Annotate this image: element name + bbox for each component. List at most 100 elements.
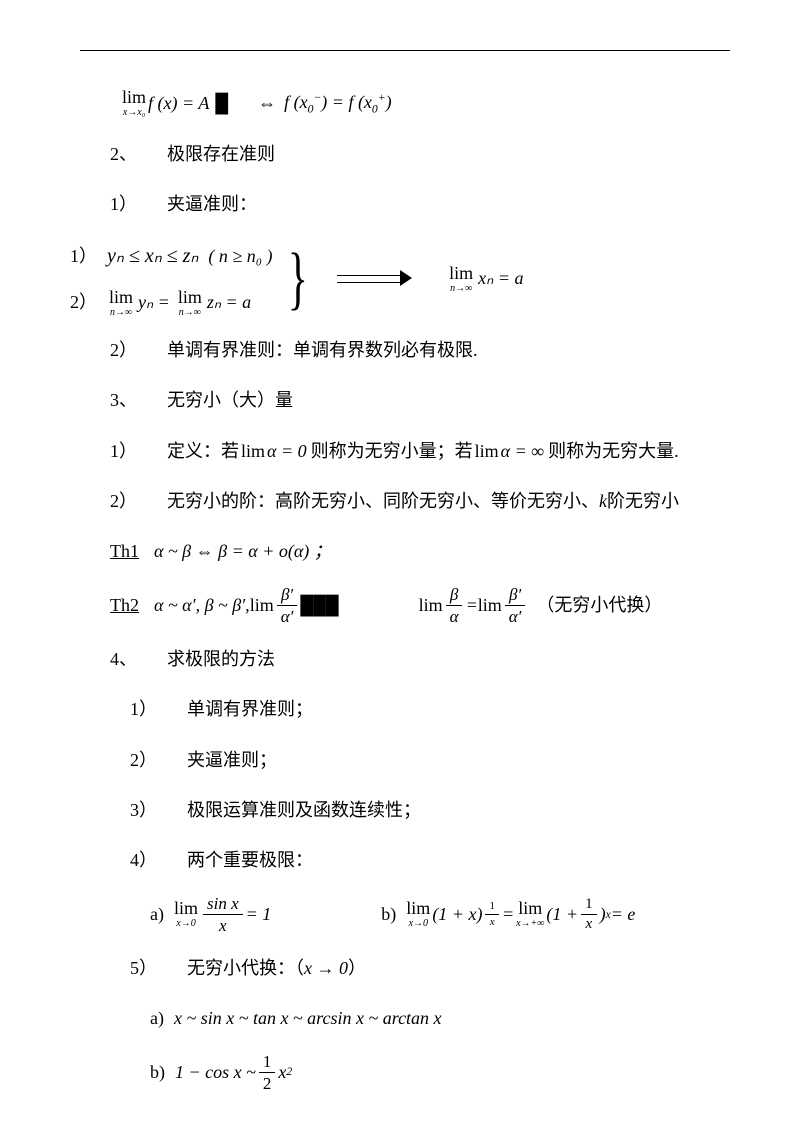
equation-limit-side: limx→x₀ f (x) = A █ ⇔ f (x0−) = f (x0+) xyxy=(60,86,740,120)
limb-exp1d: x xyxy=(486,915,499,928)
h3-2-text2: 阶无穷小 xyxy=(607,485,679,517)
sq2-label: 2） xyxy=(70,286,97,318)
heading-2: 2、 极限存在准则 xyxy=(60,138,740,170)
theorem-1: Th1 α ~ β ⇔ β = α + o(α) ； xyxy=(60,535,740,567)
h4-3-num: 3） xyxy=(130,794,157,826)
h3-1-c: 则称为无穷大量. xyxy=(548,435,679,467)
subb-label: b) xyxy=(150,1056,165,1088)
h4-text: 求极限的方法 xyxy=(167,643,275,675)
sq-limsub1: n→∞ xyxy=(110,308,132,318)
h3-1-a0: α = 0 xyxy=(267,435,307,467)
lima-sub: x→0 xyxy=(176,919,195,929)
heading-4-3: 3） 极限运算准则及函数连续性； xyxy=(60,794,740,826)
h4-4-num: 4） xyxy=(130,844,157,876)
h2-text: 极限存在准则 xyxy=(167,138,275,170)
right-brace: } xyxy=(287,249,307,309)
heading-3-2: 2） 无穷小的阶：高阶无穷小、同阶无穷小、等价无穷小、k 阶无穷小 xyxy=(60,485,740,517)
eq1-ra: f (x xyxy=(284,92,307,112)
h2-2-text: 单调有界准则：单调有界数列必有极限. xyxy=(167,334,478,366)
h4-4-text: 两个重要极限： xyxy=(187,844,313,876)
th2-a: α ~ α′, β ~ β′, xyxy=(154,589,250,621)
th2-f2d: α xyxy=(446,606,463,625)
important-limits: a) limx→0 sin xx = 1 b) limx→0 (1 + x)1x… xyxy=(60,895,740,934)
heading-4-4: 4） 两个重要极限： xyxy=(60,844,740,876)
lima-label: a) xyxy=(150,898,164,930)
eq1-rb: ) = f (x xyxy=(321,92,372,112)
th2-eq: = xyxy=(466,589,478,621)
h4-5-x: x → 0 xyxy=(304,952,348,984)
th2-lim1: lim xyxy=(250,589,274,621)
heading-3-1: 1） 定义：若 lim α = 0 则称为无穷小量；若 lim α = ∞ 则称… xyxy=(60,435,740,467)
heading-2-1: 1） 夹逼准则： xyxy=(60,188,740,220)
limb-eq1: = xyxy=(502,898,514,930)
h3-2-text: 无穷小的阶：高阶无穷小、同阶无穷小、等价无穷小、 xyxy=(167,485,599,517)
th2-f3d: α′ xyxy=(505,606,526,625)
limb-exp1n: 1 xyxy=(485,901,499,915)
subb-den: 2 xyxy=(259,1073,276,1092)
h4-1-num: 1） xyxy=(130,693,157,725)
substitution-b: b) 1 − cos x ~ 12 x2 xyxy=(60,1053,740,1092)
limb-e1a: (1 + x) xyxy=(432,898,482,930)
th2-f1d: α′ xyxy=(277,606,298,625)
eq1-rc: ) xyxy=(386,92,392,112)
subb-right: x xyxy=(278,1056,286,1088)
th1-body: α ~ β ⇔ β = α + o(α) ； xyxy=(154,535,332,567)
sq1-label: 1） xyxy=(70,240,97,272)
h2-1-text: 夹逼准则： xyxy=(167,188,257,220)
limb-eq2: = e xyxy=(611,898,636,930)
th2-note: （无穷小代换） xyxy=(536,589,662,621)
substitution-a: a) x ~ sin x ~ tan x ~ arcsin x ~ arctan… xyxy=(60,1002,740,1034)
h3-1-num: 1） xyxy=(110,435,137,467)
top-rule xyxy=(80,50,730,51)
h2-1-num: 1） xyxy=(110,188,137,220)
h3-2-num: 2） xyxy=(110,485,137,517)
sq-zn: zₙ = a xyxy=(207,286,251,318)
heading-4-2: 2） 夹逼准则； xyxy=(60,744,740,776)
squeeze-theorem: 1） yₙ ≤ xₙ ≤ zₙ ( n ≥ n₀ ) 2） limn→∞ yₙ … xyxy=(60,238,740,318)
subb-num: 1 xyxy=(259,1053,276,1073)
eq1-box: █ xyxy=(215,87,228,119)
h2-2-num: 2） xyxy=(110,334,137,366)
th2-lim2: lim xyxy=(419,589,443,621)
heading-4-1: 1） 单调有界准则； xyxy=(60,693,740,725)
sq-limsub2: n→∞ xyxy=(179,308,201,318)
limb-exp2n: 1 xyxy=(581,897,597,915)
theorem-2: Th2 α ~ α′, β ~ β′, lim β′α′ ███ lim βα … xyxy=(60,586,740,625)
h3-2-k: k xyxy=(599,485,607,517)
h4-5-num: 5） xyxy=(130,952,157,984)
heading-4: 4、 求极限的方法 xyxy=(60,643,740,675)
heading-4-5: 5） 无穷小代换：（x → 0） xyxy=(60,952,740,984)
h4-2-text: 夹逼准则； xyxy=(187,744,277,776)
implies-arrow xyxy=(337,273,412,285)
h3-1-ainf: α = ∞ xyxy=(501,435,544,467)
h3-1-b: 则称为无穷小量；若 xyxy=(311,435,473,467)
h3-1-lim2: lim xyxy=(475,435,499,467)
th2-label: Th2 xyxy=(110,589,139,621)
sq1: yₙ ≤ xₙ ≤ zₙ xyxy=(107,238,198,274)
th2-box: ███ xyxy=(300,589,338,621)
lima-num: sin x xyxy=(203,895,243,915)
h4-1-text: 单调有界准则； xyxy=(187,693,313,725)
h3-1-lim1: lim xyxy=(241,435,265,467)
h3-1-a: 定义：若 xyxy=(167,435,239,467)
th2-f1n: β′ xyxy=(277,586,297,606)
subb-sup: 2 xyxy=(286,1061,292,1082)
h4-5-text2: ） xyxy=(348,952,366,984)
th1-label: Th1 xyxy=(110,535,139,567)
lima-den: x xyxy=(215,915,231,934)
th2-f3n: β′ xyxy=(505,586,525,606)
eq1-left: f (x) = A xyxy=(148,87,209,119)
limb-label: b) xyxy=(381,898,396,930)
limb-sub1: x→0 xyxy=(409,919,428,929)
th2-lim3: lim xyxy=(478,589,502,621)
subb-left: 1 − cos x ~ xyxy=(175,1056,256,1088)
h4-2-num: 2） xyxy=(130,744,157,776)
h4-5-text: 无穷小代换：（ xyxy=(187,952,304,984)
limb-sub2: x→+∞ xyxy=(516,919,544,929)
h4-num: 4、 xyxy=(110,643,137,675)
h2-num: 2、 xyxy=(110,138,137,170)
lim-sub: x→x₀ xyxy=(123,108,145,118)
sq1-cond: ( n ≥ n₀ ) xyxy=(208,240,272,272)
heading-3: 3、 无穷小（大）量 xyxy=(60,384,740,416)
sq-limsub3: n→∞ xyxy=(450,284,472,294)
